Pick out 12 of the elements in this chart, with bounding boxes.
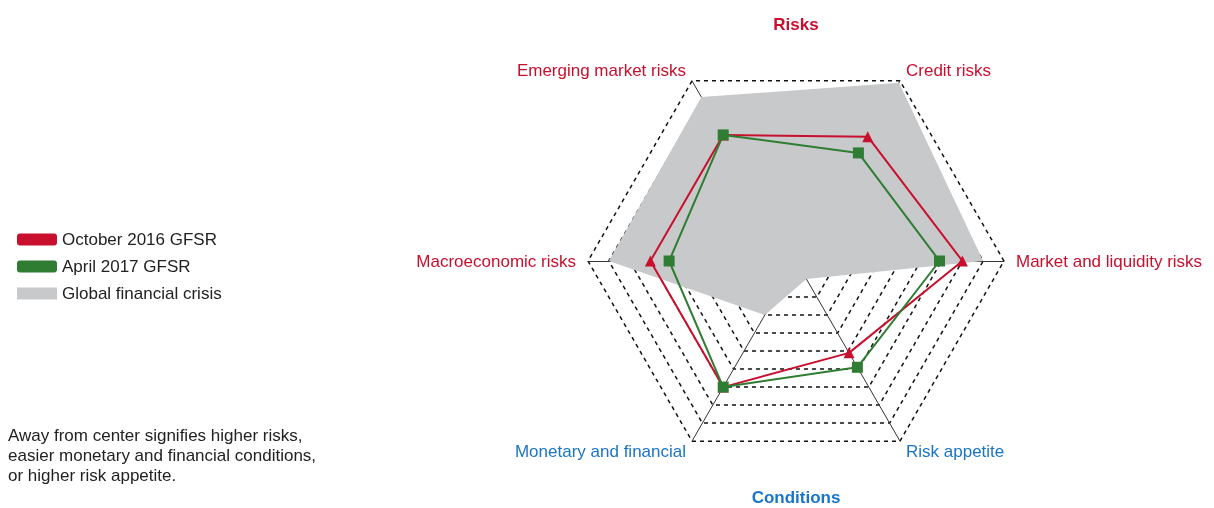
legend-label: April 2017 GFSR	[62, 257, 191, 276]
text: Away from center signifies higher risks, easier monetary and financial conditions, or higher risk appetite.	[8, 425, 317, 485]
spoke-label: Market and liquidity risks	[1016, 251, 1203, 271]
spoke-label: Credit risks	[906, 60, 992, 80]
spoke-label: Macroeconomic risks	[416, 251, 576, 271]
text: Risks	[773, 14, 819, 34]
spoke-label: Emerging market risks	[516, 60, 686, 80]
legend-label: October 2016 GFSR	[62, 230, 217, 249]
spoke-label: Risk appetite	[906, 442, 1005, 462]
text: Conditions	[751, 487, 841, 507]
legend-label: Global financial crisis	[62, 284, 222, 303]
spoke-label: Monetary and financial	[514, 442, 686, 462]
